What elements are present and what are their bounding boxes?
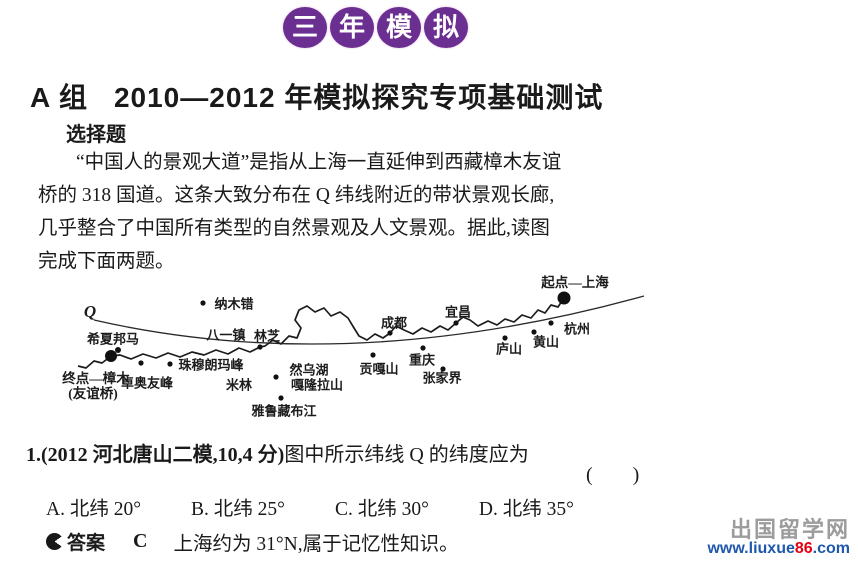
question-1: 1.(2012 河北唐山二模,10,4 分)图中所示纬线 Q 的纬度应为 xyxy=(26,438,529,467)
logo-char-icon: 年 xyxy=(330,7,374,48)
logo-char-icon: 三 xyxy=(283,7,327,48)
intro-line: 完成下面两题。 xyxy=(38,251,175,272)
map-label-ranwu-lake: 然乌湖 xyxy=(289,362,329,378)
map-label-shishapangma: 希夏邦马 xyxy=(86,331,140,347)
answer-explanation: 上海约为 31°N,属于记忆性知识。 xyxy=(173,534,459,555)
watermark-site-name: 出国留学网 xyxy=(729,517,850,543)
answer-choice: C xyxy=(133,530,148,552)
logo-char-icon: 模 xyxy=(377,7,421,48)
watermark-url-highlight: 86 xyxy=(794,540,813,558)
map-label-huangshan: 黄山 xyxy=(532,334,560,350)
map-label-zhangjiajie: 张家界 xyxy=(422,370,462,386)
map-label-q: Q xyxy=(83,302,97,321)
page-title: A 组 2010—2012 年模拟探究专项基础测试 xyxy=(30,76,830,116)
intro-line: 桥的 318 国道。这条大致分布在 Q 纬线附近的带状景观长廊, xyxy=(38,185,555,206)
map-label-yarlung-tsangpo: 雅鲁藏布江 xyxy=(251,403,317,419)
section-label: 选择题 xyxy=(66,124,126,146)
map-label-end-bridge: (友谊桥) xyxy=(68,386,118,401)
map-label-yichang: 宜昌 xyxy=(444,304,472,320)
option-b: B. 北纬 25° xyxy=(191,499,285,520)
question-source: 1.(2012 河北唐山二模,10,4 分) xyxy=(26,444,285,466)
end-zhangmu-marker xyxy=(105,350,117,362)
map-label-chongqing: 重庆 xyxy=(408,352,436,368)
map-label-mainling: 米林 xyxy=(225,377,253,393)
question-stem: 图中所示纬线 Q 的纬度应为 xyxy=(284,444,529,466)
watermark-url-suffix: .com xyxy=(812,540,850,558)
answer-row: 答案 C 上海约为 31°N,属于记忆性知识。 xyxy=(46,527,459,556)
intro-line: 几乎整合了中国所有类型的自然景观及人文景观。据此,读图 xyxy=(38,218,550,239)
map-label-bayi-town: 八一镇 xyxy=(206,327,246,343)
route-map-drawing xyxy=(77,291,645,401)
intro-paragraph: “中国人的景观大道”是指从上海一直延伸到西藏樟木友谊 桥的 318 国道。这条大… xyxy=(38,146,684,278)
answer-bracket: ( ) xyxy=(586,464,640,486)
map-label-namtso: 纳木错 xyxy=(214,296,254,312)
answer-label: 答案 xyxy=(67,533,106,554)
highway-318-route xyxy=(77,297,565,369)
route-map: Q 起点—上海 终点—樟木 (友谊桥) 纳木错 希夏邦马 八一镇 林芝 珠穆朗玛… xyxy=(48,260,654,436)
intro-line: “中国人的景观大道”是指从上海一直延伸到西藏樟木友谊 xyxy=(76,152,562,173)
map-label-lushan: 庐山 xyxy=(495,341,523,357)
map-label-gongga: 贡嘎山 xyxy=(359,361,399,377)
map-label-chengdu: 成都 xyxy=(380,315,408,331)
map-label-cho-oyu: 卓奥友峰 xyxy=(120,375,174,391)
series-logo: 三 年 模 拟 xyxy=(283,7,468,48)
options-row: A. 北纬 20° B. 北纬 25° C. 北纬 30° D. 北纬 35° xyxy=(46,492,574,521)
map-label-end-zhangmu: 终点—樟木 xyxy=(62,371,130,386)
option-d: D. 北纬 35° xyxy=(478,499,574,520)
watermark-url-prefix: www.liuxue xyxy=(707,540,795,558)
watermark-url: www.liuxue86.com xyxy=(707,540,850,558)
latitude-line-q xyxy=(93,295,645,345)
group-label: A 组 xyxy=(30,82,88,113)
map-label-nyingchi: 林芝 xyxy=(253,328,281,344)
start-shanghai-marker xyxy=(557,291,571,305)
map-label-hangzhou: 杭州 xyxy=(563,321,591,337)
map-label-galongla: 嘎隆拉山 xyxy=(290,377,344,393)
logo-char-icon: 拟 xyxy=(424,7,468,48)
map-label-everest: 珠穆朗玛峰 xyxy=(178,357,244,373)
answer-bullet-icon xyxy=(46,533,63,550)
option-a: A. 北纬 20° xyxy=(46,499,142,520)
place-dots xyxy=(115,300,554,401)
option-c: C. 北纬 30° xyxy=(334,499,429,520)
site-watermark: 出国留学网 www.liuxue86.com xyxy=(707,518,850,558)
title-text: 2010—2012 年模拟探究专项基础测试 xyxy=(113,82,604,113)
map-label-start-shanghai: 起点—上海 xyxy=(541,275,609,290)
